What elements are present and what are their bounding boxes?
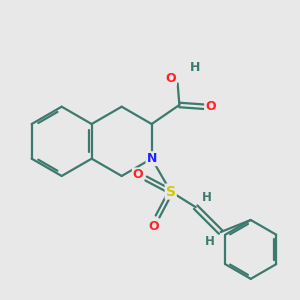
Text: O: O <box>165 72 176 85</box>
Text: O: O <box>133 168 143 182</box>
Text: S: S <box>166 184 176 199</box>
Text: N: N <box>146 152 157 165</box>
Text: H: H <box>190 61 200 74</box>
Text: H: H <box>205 235 214 248</box>
Text: O: O <box>149 220 159 233</box>
Text: O: O <box>205 100 216 113</box>
Text: H: H <box>202 191 212 204</box>
